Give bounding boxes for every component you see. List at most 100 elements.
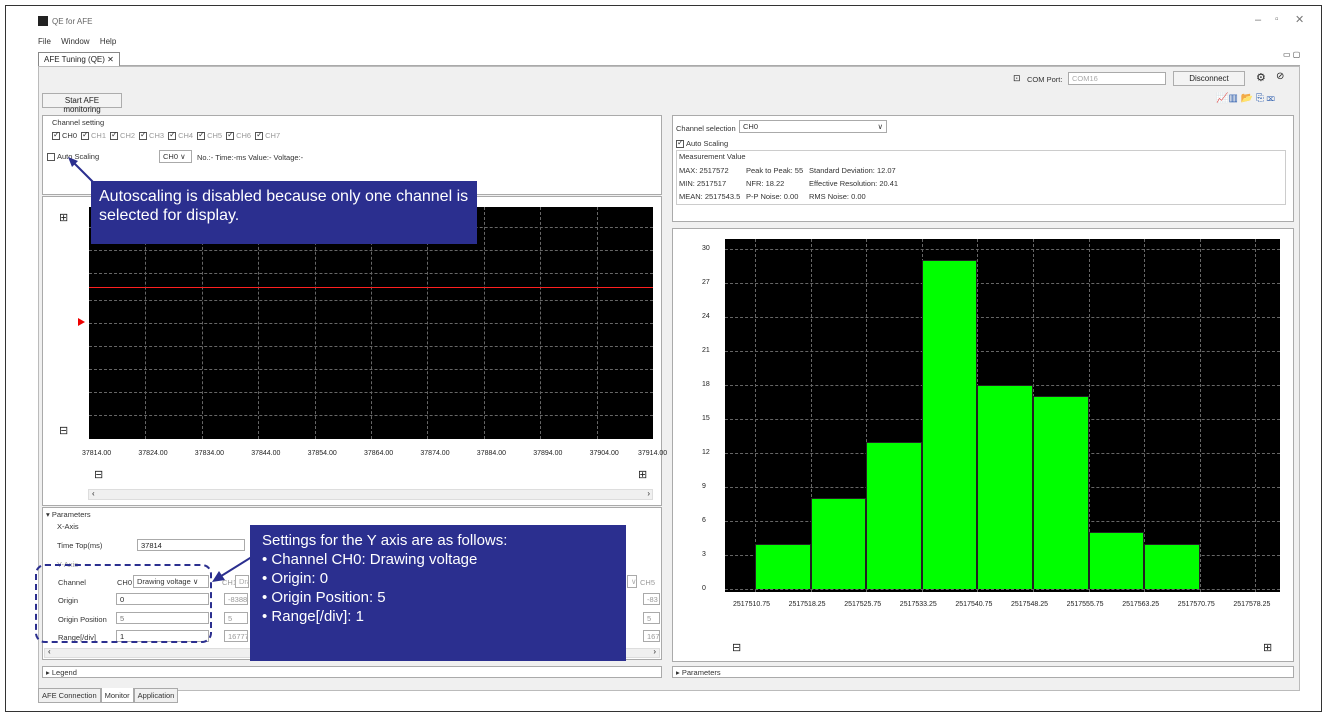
- menu-window[interactable]: Window: [61, 37, 90, 46]
- histogram-y-tick: 12: [702, 449, 710, 456]
- chart-toolbar-icons[interactable]: 📈▥ 📂 ⎘ ⌧: [1216, 93, 1275, 104]
- zoom-out-icon[interactable]: ⊟: [732, 642, 742, 654]
- channel-label: CH2: [120, 131, 136, 140]
- callout-item-text: Origin Position: 5: [271, 589, 386, 606]
- grid-line: [597, 207, 598, 439]
- time-x-tick: 37824.00: [138, 450, 168, 457]
- range-ch1-input[interactable]: 167772: [224, 630, 248, 642]
- grid-line: [258, 207, 259, 439]
- origin-position-ch1-input[interactable]: 5: [224, 612, 248, 624]
- histogram-grid-line: [810, 239, 812, 592]
- histogram-y-tick: 24: [702, 313, 710, 320]
- check-circle-icon[interactable]: ⊘: [1276, 71, 1285, 82]
- ch0-mode-select[interactable]: Drawing voltage ∨: [133, 575, 209, 588]
- close-window-icon[interactable]: ✕: [1295, 14, 1305, 26]
- channel-selection-select[interactable]: CH0 ∨: [739, 120, 887, 133]
- histogram-y-tick: 0: [702, 585, 706, 592]
- callout-y-axis-settings: Settings for the Y axis are as follows: …: [250, 525, 626, 661]
- grid-line: [145, 207, 146, 439]
- com-port-label: COM Port:: [1027, 75, 1063, 84]
- time-x-tick: 37874.00: [420, 450, 450, 457]
- checkbox-icon: [255, 130, 264, 141]
- histogram-x-tick: 2517533.25: [899, 601, 937, 608]
- scroll-right-icon[interactable]: ›: [653, 647, 656, 656]
- channel-checkbox-ch5[interactable]: CH5: [197, 130, 223, 141]
- zoom-in-x-icon[interactable]: ⊞: [638, 469, 648, 481]
- channel-checkbox-ch3[interactable]: CH3: [139, 130, 165, 141]
- menu-help[interactable]: Help: [99, 37, 117, 46]
- histogram-grid-line: [725, 351, 1280, 352]
- tab-monitor[interactable]: Monitor: [100, 688, 134, 703]
- grid-line: [315, 207, 316, 439]
- callout-item: • Origin Position: 5: [262, 589, 386, 606]
- histogram-grid-line: [725, 249, 1280, 250]
- scroll-left-icon[interactable]: ‹: [92, 489, 95, 498]
- checkbox-icon: [168, 130, 177, 141]
- right-auto-scaling-checkbox[interactable]: Auto Scaling: [676, 138, 728, 149]
- settings-gear-icon[interactable]: ⚙: [1256, 72, 1266, 84]
- com-port-select[interactable]: COM16: [1068, 72, 1166, 85]
- zoom-out-x-icon[interactable]: ⊟: [94, 469, 104, 481]
- restore-icon[interactable]: ▫: [1275, 14, 1279, 25]
- tab-application[interactable]: Application: [133, 688, 179, 703]
- time-plot-scrollbar[interactable]: ‹ ›: [88, 489, 653, 500]
- view-controls-icon[interactable]: ▭ ▢: [1283, 50, 1301, 59]
- histogram-grid-line: [866, 239, 868, 592]
- channel-checkbox-ch1[interactable]: CH1: [81, 130, 107, 141]
- tab-afe-tuning[interactable]: AFE Tuning (QE) ✕: [38, 52, 120, 66]
- channel-label: CH6: [236, 131, 252, 140]
- start-monitoring-button[interactable]: Start AFE monitoring: [42, 93, 122, 114]
- checkbox-icon: [197, 130, 206, 141]
- histogram-bar: [810, 498, 867, 589]
- channel-checkbox-ch2[interactable]: CH2: [110, 130, 136, 141]
- tab-afe-connection[interactable]: AFE Connection: [38, 688, 101, 703]
- tab-close-icon[interactable]: ✕: [107, 55, 114, 64]
- menu-file[interactable]: File: [38, 37, 51, 46]
- legend-header[interactable]: ▸ Legend: [42, 666, 662, 678]
- zoom-in-icon[interactable]: ⊞: [1263, 642, 1273, 654]
- zoom-out-y-icon[interactable]: ⊟: [59, 425, 69, 437]
- right-parameters-header[interactable]: ▸ Parameters: [672, 666, 1294, 678]
- ch0-mode-value: Drawing voltage: [137, 577, 191, 586]
- channel-checkbox-ch6[interactable]: CH6: [226, 130, 252, 141]
- callout-item: • Channel CH0: Drawing voltage: [262, 551, 478, 568]
- parameters-title: Parameters: [51, 510, 91, 519]
- channel-label: CH3: [149, 131, 165, 140]
- terminal-icon[interactable]: ⊡: [1013, 73, 1021, 83]
- highlight-y-settings: [35, 564, 212, 643]
- histogram-y-tick: 15: [702, 415, 710, 422]
- origin-position-ch5-input[interactable]: 5: [643, 612, 660, 624]
- scroll-left-icon[interactable]: ‹: [48, 647, 51, 656]
- channel-label: CH5: [207, 131, 223, 140]
- channel-checkbox-ch4[interactable]: CH4: [168, 130, 194, 141]
- parameters-header[interactable]: ▾ Parameters: [46, 510, 91, 519]
- callout-autoscaling: Autoscaling is disabled because only one…: [91, 181, 477, 244]
- origin-label: Origin: [58, 596, 79, 605]
- origin-position-input[interactable]: 5: [116, 612, 209, 624]
- time-plot-canvas[interactable]: [89, 207, 653, 439]
- ch1-mode-select[interactable]: Dra: [235, 575, 249, 588]
- channel-checkbox-ch0[interactable]: CH0: [52, 130, 77, 141]
- scroll-right-icon[interactable]: ›: [647, 489, 650, 498]
- channel-select[interactable]: CH0 ∨: [159, 150, 192, 163]
- origin-input[interactable]: 0: [116, 593, 209, 605]
- histogram-canvas[interactable]: [725, 239, 1280, 592]
- origin-ch1-input[interactable]: -83886: [224, 593, 248, 605]
- grid-line: [427, 207, 428, 439]
- channel-label: CH1: [91, 131, 107, 140]
- minimize-icon[interactable]: –: [1255, 14, 1262, 26]
- range-ch5-input[interactable]: 167: [643, 630, 660, 642]
- channel-checkbox-ch7[interactable]: CH7: [255, 130, 280, 141]
- origin-ch5-input[interactable]: -83: [643, 593, 660, 605]
- histogram-y-tick: 27: [702, 279, 710, 286]
- histogram-bar: [1144, 543, 1200, 589]
- auto-scaling-checkbox[interactable]: Auto Scaling: [47, 152, 99, 162]
- ch5-mode-select[interactable]: ∨: [627, 575, 637, 588]
- disconnect-button[interactable]: Disconnect: [1173, 71, 1245, 86]
- histogram-grid-line: [725, 589, 1280, 590]
- time-top-input[interactable]: 37814: [137, 539, 245, 551]
- channel-label: CH4: [178, 131, 194, 140]
- zoom-in-y-icon[interactable]: ⊞: [59, 212, 69, 224]
- checkbox-icon: [676, 138, 684, 149]
- app-logo-icon: [38, 16, 48, 26]
